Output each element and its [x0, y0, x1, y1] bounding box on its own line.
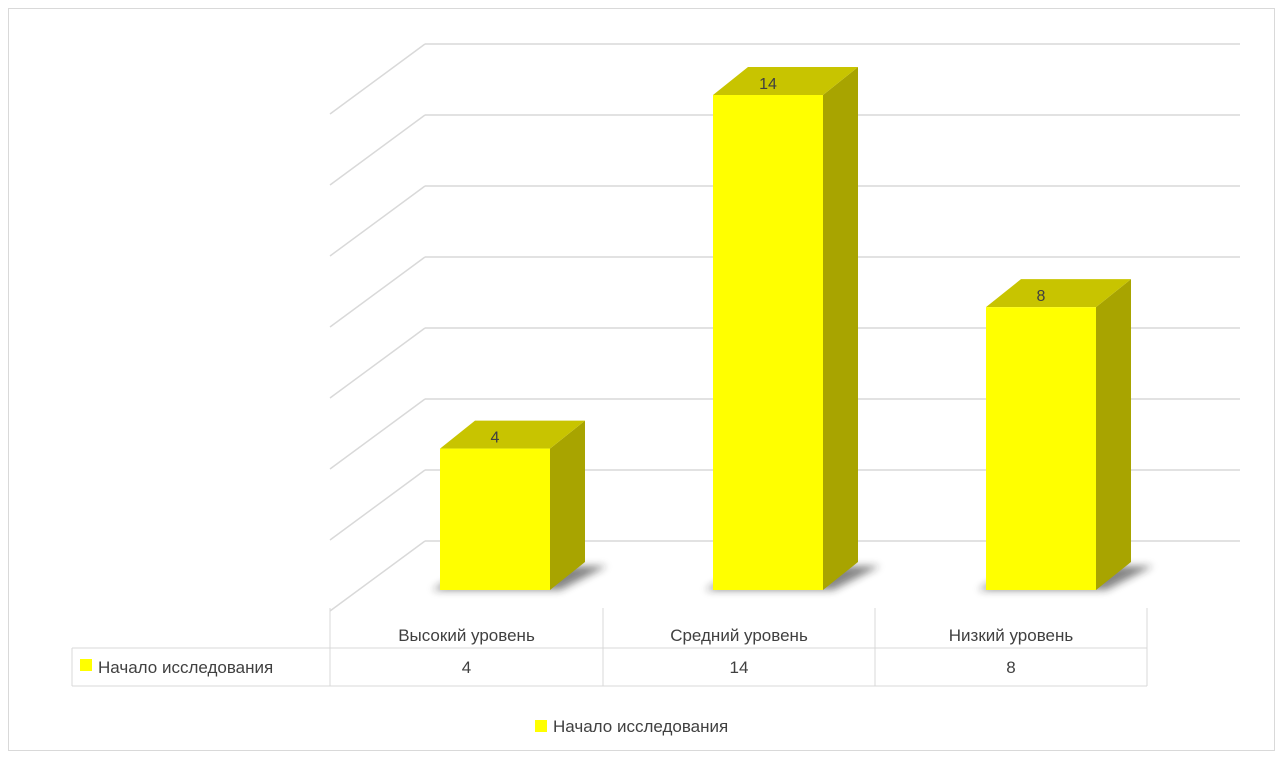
table-category-label: Низкий уровень [949, 626, 1074, 645]
gridline-side [329, 469, 426, 541]
bar [440, 448, 550, 590]
table-category-label: Высокий уровень [398, 626, 535, 645]
gridline-side [329, 540, 426, 612]
bars: 4 14 8 [432, 67, 1153, 590]
gridline-side [329, 185, 426, 257]
bar-side [550, 420, 585, 590]
legend-label: Начало исследования [553, 717, 728, 736]
table-value: 8 [1006, 658, 1015, 677]
bar-top [986, 279, 1131, 308]
bar [713, 95, 823, 590]
gridline-side [329, 327, 426, 399]
table-series-label: Начало исследования [98, 658, 273, 677]
data-label: 8 [1037, 288, 1046, 305]
bar-top [713, 67, 858, 95]
gridline-side [329, 43, 426, 115]
legend: Начало исследования [535, 717, 728, 736]
data-label: 4 [491, 430, 500, 447]
table-category-label: Средний уровень [670, 626, 808, 645]
data-label: 14 [759, 76, 777, 93]
legend-key [535, 720, 547, 732]
gridline-side [329, 114, 426, 186]
table-legend-key [80, 659, 92, 671]
bar-side [1096, 279, 1131, 590]
bar-side [823, 67, 858, 590]
gridline-side [329, 398, 426, 470]
table-value: 4 [462, 658, 471, 677]
gridline-side [329, 256, 426, 328]
bar-top [440, 420, 585, 449]
table-value: 14 [730, 658, 749, 677]
data-table: Высокий уровень Средний уровень Низкий уро… [71, 608, 1148, 687]
bar [986, 307, 1096, 590]
